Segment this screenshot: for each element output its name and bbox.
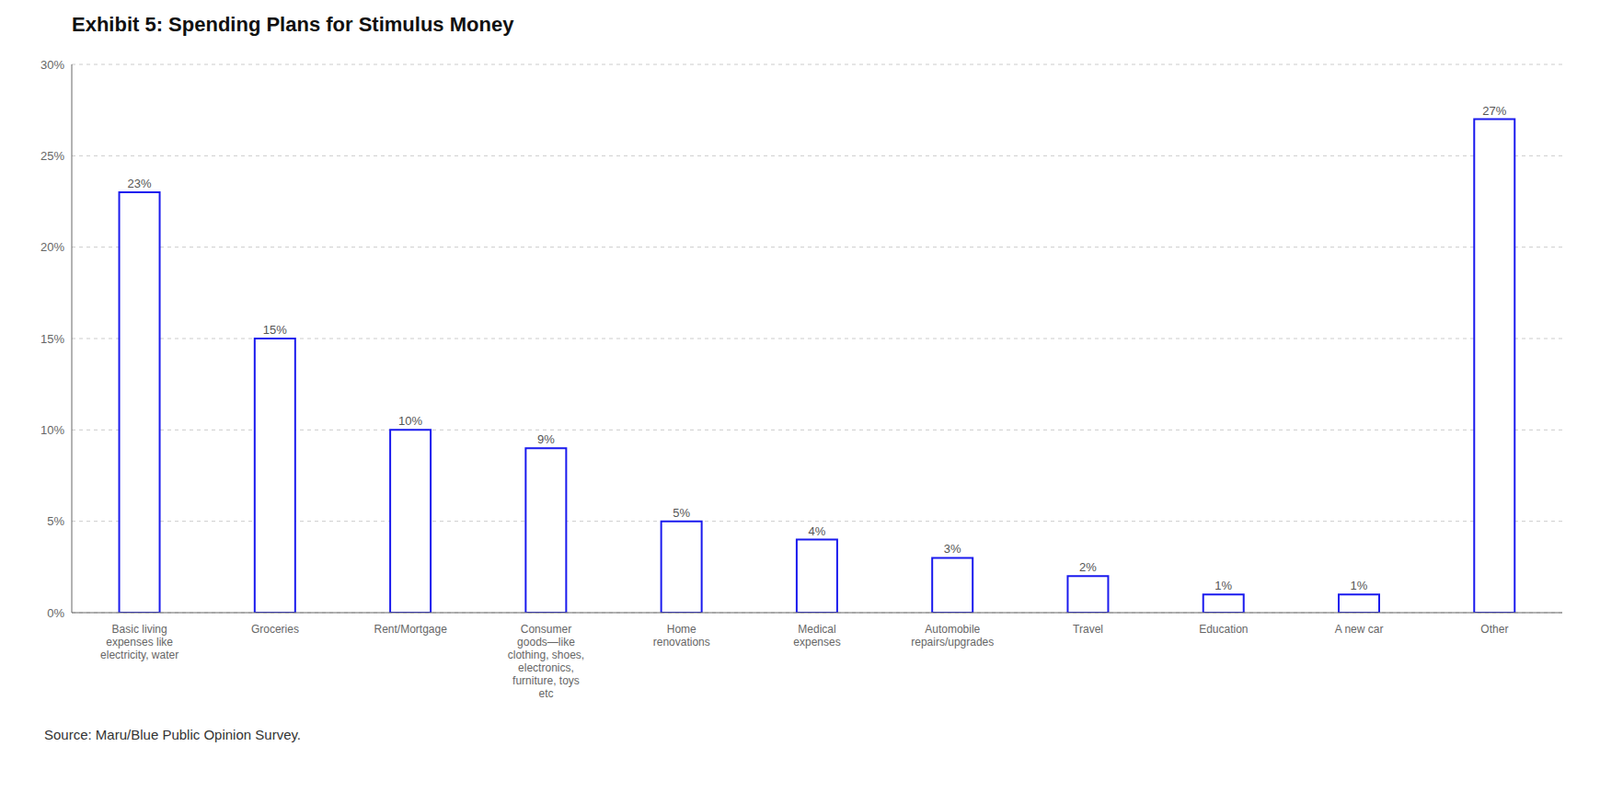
svg-text:9%: 9% xyxy=(537,432,555,447)
svg-text:10%: 10% xyxy=(40,423,65,438)
html-text:Exhibit 5: Spending Plans for: Exhibit 5: Spending Plans for Stimulus M… xyxy=(71,12,514,36)
svg-text:10%: 10% xyxy=(398,414,423,428)
svg-text:0%: 0% xyxy=(46,606,65,621)
svg-text:Homerenovations: Homerenovations xyxy=(653,622,711,649)
svg-text:Medicalexpenses: Medicalexpenses xyxy=(793,622,841,649)
svg-text:5%: 5% xyxy=(672,506,691,520)
svg-text:2%: 2% xyxy=(1079,560,1097,575)
svg-text:A new car: A new car xyxy=(1335,622,1384,636)
svg-text:1%: 1% xyxy=(1350,578,1369,593)
svg-text:1%: 1% xyxy=(1214,578,1232,593)
svg-text:Other: Other xyxy=(1480,622,1508,636)
svg-text:Education: Education xyxy=(1198,622,1248,636)
svg-text:15%: 15% xyxy=(263,322,288,337)
svg-text:3%: 3% xyxy=(943,541,962,556)
svg-text:5%: 5% xyxy=(46,514,65,529)
svg-text:27%: 27% xyxy=(1482,103,1507,118)
html-text:Source: Maru/Blue Public Opini: Source: Maru/Blue Public Opinion Survey. xyxy=(44,726,301,743)
svg-text:4%: 4% xyxy=(808,524,827,539)
svg-text:Travel: Travel xyxy=(1072,622,1104,636)
svg-text:20%: 20% xyxy=(40,240,65,254)
svg-text:Rent/Mortgage: Rent/Mortgage xyxy=(373,622,448,636)
svg-text:Automobilerepairs/upgrades: Automobilerepairs/upgrades xyxy=(910,622,994,649)
svg-text:Groceries: Groceries xyxy=(251,622,300,636)
svg-text:23%: 23% xyxy=(127,176,152,191)
svg-text:Basic livingexpenses likeelect: Basic livingexpenses likeelectricity, wa… xyxy=(100,622,179,662)
svg-text:Consumergoods—likeclothing, sh: Consumergoods—likeclothing, shoes,electr… xyxy=(507,622,585,701)
svg-text:25%: 25% xyxy=(40,149,65,163)
svg-text:30%: 30% xyxy=(40,57,65,72)
svg-text:15%: 15% xyxy=(40,332,65,346)
